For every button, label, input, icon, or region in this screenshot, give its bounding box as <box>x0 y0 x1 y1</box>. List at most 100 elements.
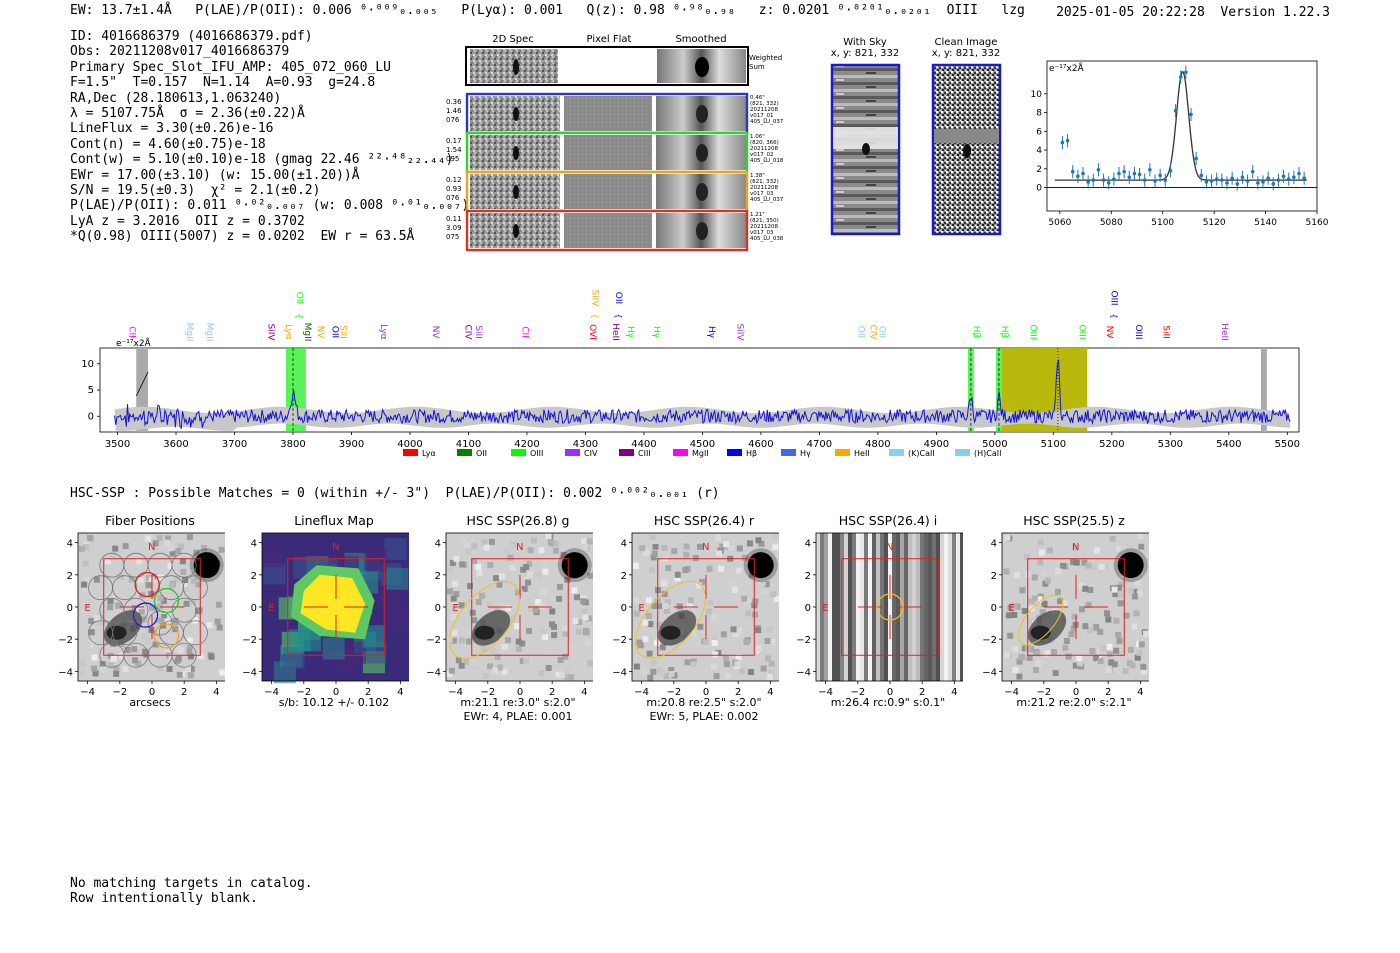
info-oiii-z: *Q(0.98) OIII(5007) z = 0.0202 EW r = 63… <box>70 229 415 245</box>
image-ytick-label: −4 <box>426 667 441 678</box>
image-noise-pixel <box>82 586 89 593</box>
lineflux-pixel <box>386 567 409 590</box>
image-noise-pixel <box>642 636 649 643</box>
image-noise-pixel <box>1082 585 1089 592</box>
zoom-data-point <box>1286 177 1291 181</box>
image-noise-pixel <box>1011 611 1018 618</box>
cutout-fiber-line: 1.06" <box>750 134 765 140</box>
spectrum-line-id-label: HeII <box>610 323 620 341</box>
zoom-data-point <box>1281 174 1286 179</box>
image-noise-pixel <box>647 674 654 681</box>
image-noise-pixel <box>642 619 649 626</box>
image-ytick-label: 2 <box>805 571 811 582</box>
image-noise-pixel <box>505 637 512 644</box>
image-ytick-label: 4 <box>805 539 811 550</box>
image-ytick-label: 4 <box>991 539 997 550</box>
image-ytick-label: 0 <box>621 603 627 614</box>
image-noise-pixel <box>464 542 471 549</box>
image-xtick-label: 0 <box>517 687 523 698</box>
image-noise-pixel <box>665 565 672 572</box>
cutout-fiber-line: (821, 350) <box>750 218 779 224</box>
image-xtick-label: −2 <box>296 687 311 698</box>
spectrum-line-id-bracket: { <box>591 313 600 318</box>
image-noise-pixel <box>773 549 779 556</box>
zoom-data-point <box>1261 180 1265 184</box>
image-noise-pixel <box>581 538 588 545</box>
image-noise-pixel <box>1106 643 1113 650</box>
image-noise-pixel <box>719 543 726 550</box>
compass-east-label: E <box>1008 603 1014 614</box>
fiber-circle-highlighted <box>134 571 160 598</box>
image-noise-pixel <box>745 610 752 617</box>
spectrum-line-id-label: OII <box>294 292 304 304</box>
image-noise-pixel <box>1119 546 1126 553</box>
image-noise-pixel <box>492 575 499 582</box>
image-noise-pixel <box>772 533 779 540</box>
image-noise-pixel <box>175 548 182 555</box>
image-noise-pixel <box>1068 631 1075 638</box>
image-xtick-label: 2 <box>735 687 741 698</box>
image-noise-pixel <box>1100 644 1107 651</box>
image-noise-pixel <box>633 663 640 670</box>
zoom-data-point <box>1302 176 1306 180</box>
lineflux-pixel <box>343 641 366 664</box>
image-noise-pixel <box>190 577 197 584</box>
image-noise-pixel <box>1078 606 1085 613</box>
legend-label: CIV <box>584 449 598 458</box>
spectrum-xtick-label: 5300 <box>1158 439 1183 450</box>
image-xtick-label: 4 <box>213 687 219 698</box>
bright-star-halo <box>189 548 224 583</box>
image-noise-pixel <box>758 540 765 547</box>
image-noise-pixel <box>656 603 663 610</box>
image-noise-pixel <box>719 586 726 593</box>
image-noise-pixel <box>180 568 187 575</box>
legend-swatch <box>955 449 970 456</box>
image-noise-pixel <box>715 649 722 656</box>
cutout-fiber-line: 405_LU_037 <box>750 119 784 125</box>
image-noise-pixel <box>723 541 730 548</box>
image-noise-pixel <box>732 586 739 593</box>
image-noise-pixel <box>1076 660 1083 667</box>
image-noise-pixel <box>555 671 562 678</box>
i-band-stripe <box>928 533 932 681</box>
image-noise-pixel <box>692 555 699 562</box>
image-noise-pixel <box>636 639 643 646</box>
i-band-stripe <box>884 533 888 681</box>
lineflux-pixel <box>364 549 387 572</box>
image-noise-pixel <box>723 654 730 661</box>
image-noise-pixel <box>1113 647 1120 654</box>
info-plae: P(LAE)/P(OII): 0.011 ⁰·⁰²₀.₀₀₇ (w: 0.008… <box>70 198 470 214</box>
aperture-ellipse <box>1018 594 1064 646</box>
zoom-data-point <box>1271 182 1276 186</box>
header-timestamp-version: 2025-01-05 20:22:28 Version 1.22.3 <box>1056 5 1330 20</box>
image-noise-pixel <box>735 653 742 660</box>
image-noise-pixel <box>78 545 85 552</box>
spectrum-line-id-label: Hβ <box>999 326 1009 339</box>
image-xtick-label: −2 <box>1036 687 1051 698</box>
image-noise-pixel <box>1116 638 1123 645</box>
image-noise-pixel <box>110 655 117 662</box>
image-noise-pixel <box>164 613 171 620</box>
image-noise-pixel <box>662 602 669 609</box>
legend-label: Hβ <box>746 449 757 458</box>
image-ytick-label: 2 <box>67 571 73 582</box>
cutout-stat: 1.46 <box>446 107 462 115</box>
image-noise-pixel <box>91 665 98 672</box>
fiber-circle-highlighted <box>153 587 180 614</box>
cutout-stat: 3.09 <box>446 224 462 232</box>
image-noise-pixel <box>145 638 152 645</box>
image-noise-pixel <box>580 598 587 605</box>
image-noise-pixel <box>559 672 566 679</box>
zoom-data-point <box>1148 167 1152 172</box>
image-noise-pixel <box>93 576 100 583</box>
image-noise-pixel <box>494 653 501 660</box>
image-noise-pixel <box>766 673 773 680</box>
image-noise-pixel <box>1060 562 1067 569</box>
spectrum-xtick-label: 4100 <box>456 439 481 450</box>
image-noise-pixel <box>772 544 779 551</box>
image-ytick-label: −4 <box>58 667 73 678</box>
image-noise-pixel <box>1122 668 1129 675</box>
image-noise-pixel <box>1111 586 1118 593</box>
image-noise-pixel <box>649 534 656 541</box>
image-panel-caption: m:26.4 rc:0.9" s:0.1" <box>830 696 946 709</box>
